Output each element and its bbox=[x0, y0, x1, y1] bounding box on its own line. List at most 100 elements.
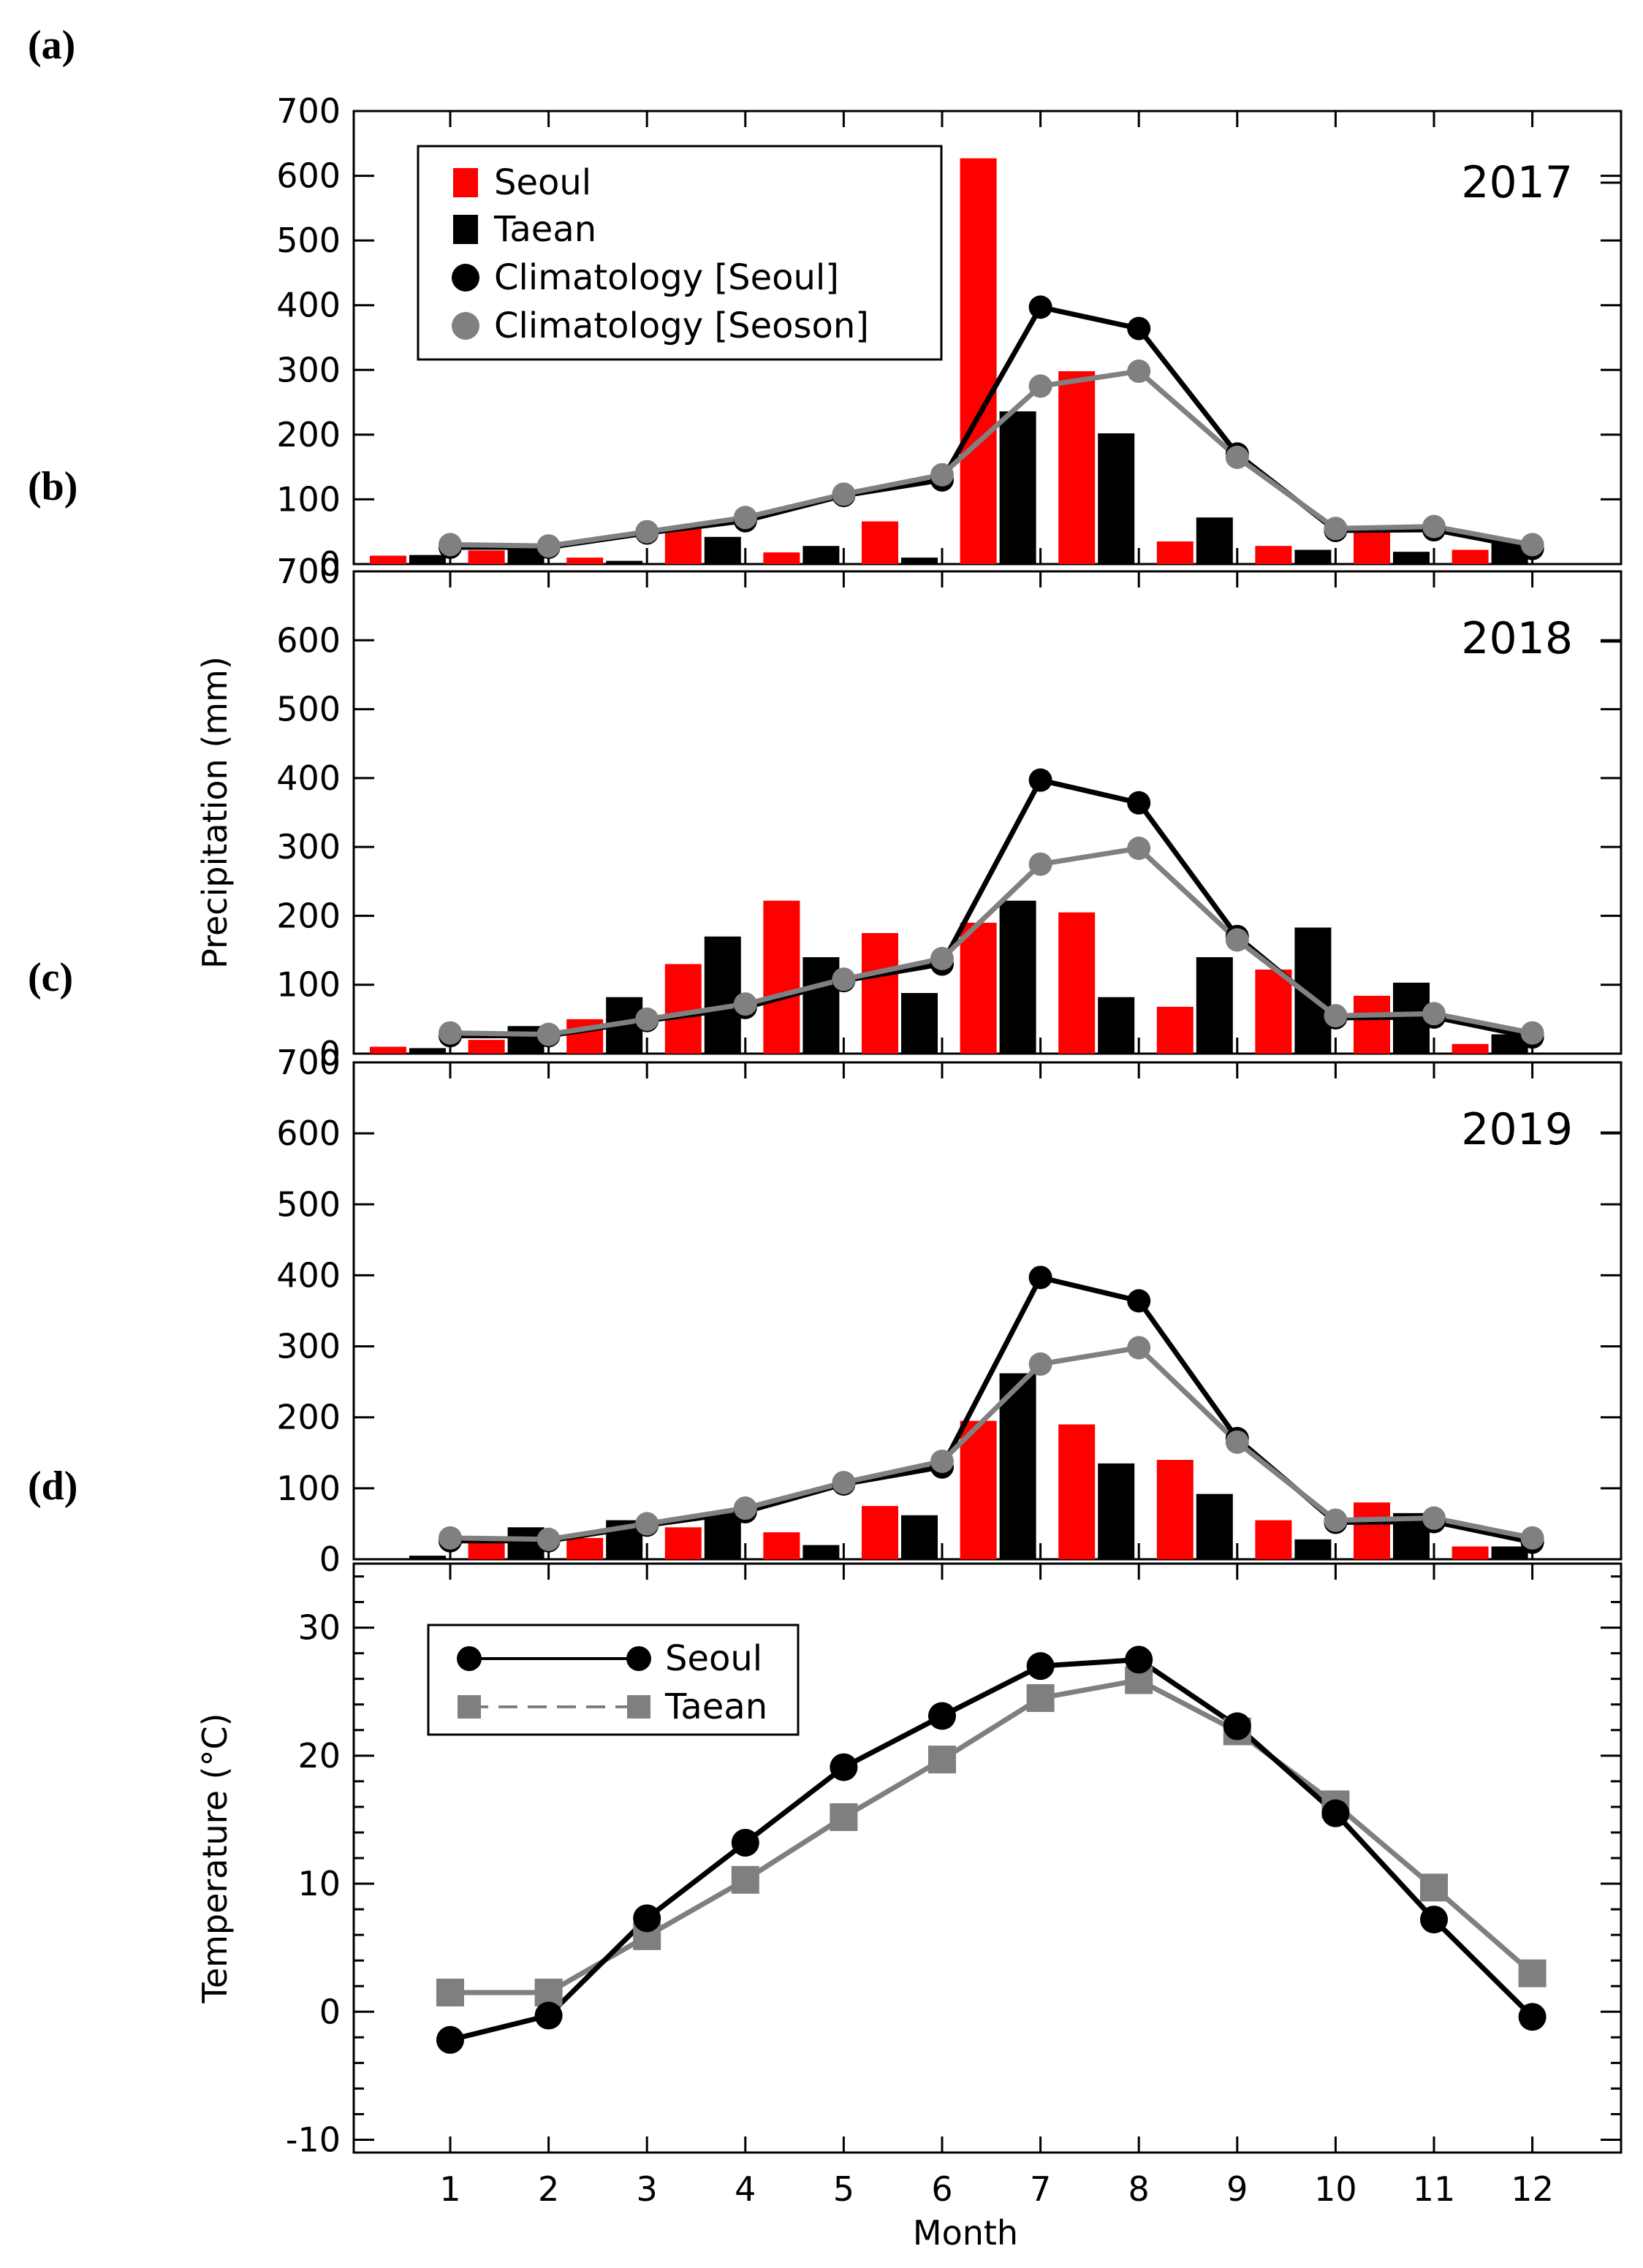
y-tick-label: 200 bbox=[276, 896, 341, 935]
bar-taean bbox=[1196, 957, 1233, 1054]
y-tick-label: 700 bbox=[276, 91, 341, 131]
bar-taean bbox=[1294, 1539, 1332, 1559]
y-axis-title: Precipitation (mm) bbox=[195, 656, 235, 969]
x-tick-label: 7 bbox=[1030, 2169, 1051, 2209]
bar-taean bbox=[704, 936, 741, 1054]
point-clim-seoson bbox=[1127, 1336, 1151, 1360]
bar-taean bbox=[704, 536, 741, 564]
bar-seoul bbox=[664, 526, 702, 564]
bar-seoul bbox=[763, 552, 800, 564]
bar-seoul bbox=[370, 1046, 406, 1054]
point-clim-seoson bbox=[733, 506, 757, 530]
bar-seoul bbox=[1156, 1460, 1194, 1559]
bar-taean bbox=[409, 1556, 446, 1559]
bar-seoul bbox=[1452, 549, 1489, 564]
y-tick-label: 10 bbox=[297, 1864, 341, 1903]
bar-seoul bbox=[1255, 546, 1292, 564]
y-tick-label: 600 bbox=[276, 156, 341, 196]
x-tick-label: 2 bbox=[538, 2169, 559, 2209]
legend-marker-seoul-right bbox=[626, 1646, 651, 1671]
precip-panel-2017: 0 100 200 300 400 500 600 700 2017 bbox=[276, 91, 1623, 584]
bar-taean bbox=[999, 1373, 1036, 1559]
point-clim-seoson bbox=[1028, 1352, 1052, 1376]
legend-swatch-seoul bbox=[453, 168, 478, 197]
x-tick-label: 4 bbox=[735, 2169, 756, 2209]
bar-seoul bbox=[664, 1527, 702, 1559]
legend-label-seoul: Seoul bbox=[494, 162, 591, 203]
point-clim-seoson bbox=[1422, 1506, 1446, 1530]
point-clim-seoson bbox=[536, 534, 561, 558]
bar-seoul bbox=[1354, 528, 1390, 564]
legend-marker-seoul-left bbox=[457, 1646, 482, 1671]
point-clim-seoson bbox=[1422, 1002, 1446, 1026]
y-tick-label: 100 bbox=[276, 479, 341, 519]
bar-seoul bbox=[468, 1040, 505, 1054]
bar-taean bbox=[1196, 1493, 1233, 1559]
point-taean bbox=[830, 1803, 858, 1831]
y-tick-label: 300 bbox=[276, 827, 341, 867]
point-clim-seoul bbox=[1127, 316, 1151, 340]
point-clim-seoson bbox=[536, 1022, 561, 1046]
point-seoul bbox=[928, 1702, 956, 1730]
y-tick-label: 400 bbox=[276, 286, 341, 325]
bar-taean bbox=[901, 1515, 938, 1559]
bar-taean bbox=[1098, 997, 1135, 1054]
point-clim-seoson bbox=[439, 1526, 462, 1550]
point-clim-seoson bbox=[733, 1496, 757, 1521]
legend-label-taean: Taean bbox=[493, 209, 596, 250]
bar-seoul bbox=[862, 521, 898, 564]
point-clim-seoson bbox=[1422, 514, 1446, 539]
precip-panel-2018: 0 100 200 300 400 500 600 700 2018 Precipitation … bbox=[195, 552, 1623, 1073]
point-clim-seoson bbox=[635, 520, 659, 544]
point-clim-seoson bbox=[930, 1449, 954, 1473]
bar-seoul bbox=[468, 550, 505, 564]
point-clim-seoson bbox=[1225, 1430, 1249, 1454]
bar-taean bbox=[704, 1512, 741, 1559]
bar-taean bbox=[409, 1048, 446, 1054]
panel-label-b: (b) bbox=[28, 464, 77, 509]
point-seoul bbox=[1518, 2003, 1547, 2031]
point-clim-seoson bbox=[1127, 359, 1151, 384]
y-tick-label: 700 bbox=[276, 552, 341, 591]
bar-taean bbox=[1294, 549, 1332, 564]
bar-taean bbox=[606, 560, 643, 564]
bar-seoul bbox=[862, 1506, 898, 1559]
precip-legend-frame bbox=[417, 145, 943, 361]
panel-label-d: (d) bbox=[28, 1464, 77, 1509]
bar-taean bbox=[802, 546, 840, 564]
point-clim-seoson bbox=[1127, 837, 1151, 861]
bar-taean bbox=[901, 558, 938, 564]
point-seoul bbox=[1026, 1652, 1055, 1681]
y-tick-label: 600 bbox=[276, 1114, 341, 1153]
y-tick-label: 30 bbox=[297, 1608, 341, 1648]
y-tick-label: 200 bbox=[276, 1398, 341, 1437]
year-label: 2019 bbox=[1461, 1104, 1573, 1155]
bar-seoul bbox=[960, 158, 997, 564]
point-taean bbox=[928, 1746, 956, 1774]
bar-taean bbox=[802, 1545, 840, 1559]
temp-legend: Seoul Taean bbox=[427, 1624, 800, 1736]
bar-seoul bbox=[1255, 969, 1292, 1054]
point-seoul bbox=[731, 1828, 759, 1857]
point-clim-seoson bbox=[1324, 1508, 1348, 1532]
bar-seoul bbox=[1255, 1520, 1292, 1559]
y-tick-label: 500 bbox=[276, 221, 341, 260]
bar-taean bbox=[1098, 1463, 1135, 1559]
point-clim-seoson bbox=[1520, 533, 1544, 557]
x-tick-label: 11 bbox=[1413, 2169, 1456, 2209]
point-clim-seoul bbox=[1028, 295, 1052, 319]
year-label: 2017 bbox=[1461, 157, 1573, 208]
point-clim-seoson bbox=[635, 1007, 659, 1031]
y-tick-label: 300 bbox=[276, 350, 341, 389]
point-seoul bbox=[1223, 1712, 1251, 1740]
bar-taean bbox=[1393, 552, 1430, 564]
legend-marker-clim-seoul bbox=[452, 264, 479, 292]
legend-marker-taean-left bbox=[458, 1695, 481, 1719]
y-axis-title: Temperature (°C) bbox=[195, 1713, 235, 2003]
point-clim-seoson bbox=[733, 992, 757, 1016]
bar-taean bbox=[999, 900, 1036, 1054]
line-clim-seoson bbox=[449, 1345, 1533, 1542]
y-tick-label: 600 bbox=[276, 620, 341, 660]
point-taean bbox=[1420, 1873, 1448, 1902]
